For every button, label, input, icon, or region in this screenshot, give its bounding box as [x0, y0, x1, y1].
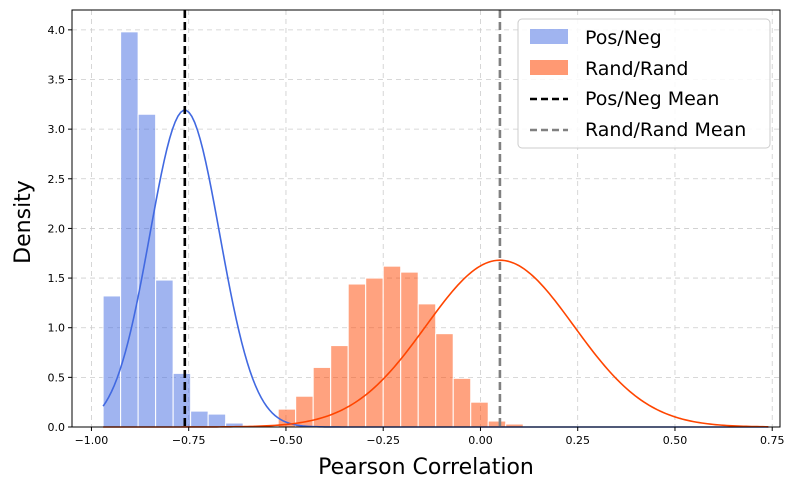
y-tick-label-4: 2.0: [48, 222, 66, 235]
pos-neg-bar-3: [155, 279, 174, 428]
x-tick-label-3: −0.25: [366, 434, 400, 447]
rand-rand-bar-7: [400, 271, 419, 428]
rand-rand-bar-12: [487, 420, 507, 428]
y-tick-label-6: 3.0: [48, 123, 66, 136]
legend-label-pos-neg-mean: Pos/Neg Mean: [585, 88, 719, 110]
rand-rand-bar-5: [365, 277, 384, 428]
rand-rand-bar-10: [452, 377, 472, 428]
y-axis-label: Density: [11, 180, 36, 264]
mean-lines: [183, 10, 502, 427]
rand-rand-bar-9: [435, 333, 454, 428]
legend-label-rand-rand: Rand/Rand: [585, 58, 688, 80]
y-tick-label-0: 0.0: [48, 421, 66, 434]
y-tick-label-3: 1.5: [48, 272, 66, 285]
y-tick-label-2: 1.0: [48, 322, 66, 335]
legend-swatch-rand-rand: [530, 60, 568, 75]
x-tick-label-5: 0.25: [565, 434, 590, 447]
legend-label-pos-neg: Pos/Neg: [585, 27, 662, 49]
legend-box: [517, 18, 771, 149]
x-tick-label-7: 0.75: [760, 434, 785, 447]
pos-neg-bar-1: [120, 31, 139, 428]
x-tick-label-1: −0.75: [172, 434, 206, 447]
rand-rand-bar-11: [470, 401, 489, 428]
pos-neg-bar-4: [172, 372, 192, 428]
pos-neg-bars: [102, 31, 244, 428]
rand-rand-bar-3: [330, 345, 349, 428]
y-tick-label-7: 3.5: [48, 74, 66, 87]
y-tick-label-1: 0.5: [48, 371, 66, 384]
rand-rand-bar-8: [417, 303, 437, 428]
rand-rand-bars: [277, 265, 524, 428]
legend: Pos/Neg Rand/Rand Pos/Neg Mean Rand/Rand…: [517, 18, 771, 149]
x-tick-label-4: 0.00: [468, 434, 493, 447]
x-axis-ticks: −1.00 −0.75 −0.50 −0.25 0.00 0.25 0.50 0.75: [75, 427, 785, 447]
x-axis-label: Pearson Correlation: [318, 455, 534, 480]
x-tick-label-2: −0.50: [269, 434, 303, 447]
x-tick-label-0: −1.00: [75, 434, 109, 447]
y-tick-label-5: 2.5: [48, 173, 66, 186]
pos-neg-bar-2: [137, 113, 157, 428]
legend-label-rand-rand-mean: Rand/Rand Mean: [585, 119, 746, 141]
y-axis-ticks: 0.0 0.5 1.0 1.5 2.0 2.5 3.0 3.5 4.0: [48, 24, 72, 434]
rand-rand-bar-6: [382, 265, 402, 428]
plot-frame: [71, 9, 781, 428]
legend-swatch-pos-neg: [530, 29, 568, 44]
y-tick-label-8: 4.0: [48, 24, 66, 37]
pos-neg-bar-5: [190, 410, 209, 428]
x-tick-label-6: 0.50: [663, 434, 688, 447]
pos-neg-bar-0: [102, 295, 122, 428]
pos-neg-bar-6: [207, 413, 227, 428]
